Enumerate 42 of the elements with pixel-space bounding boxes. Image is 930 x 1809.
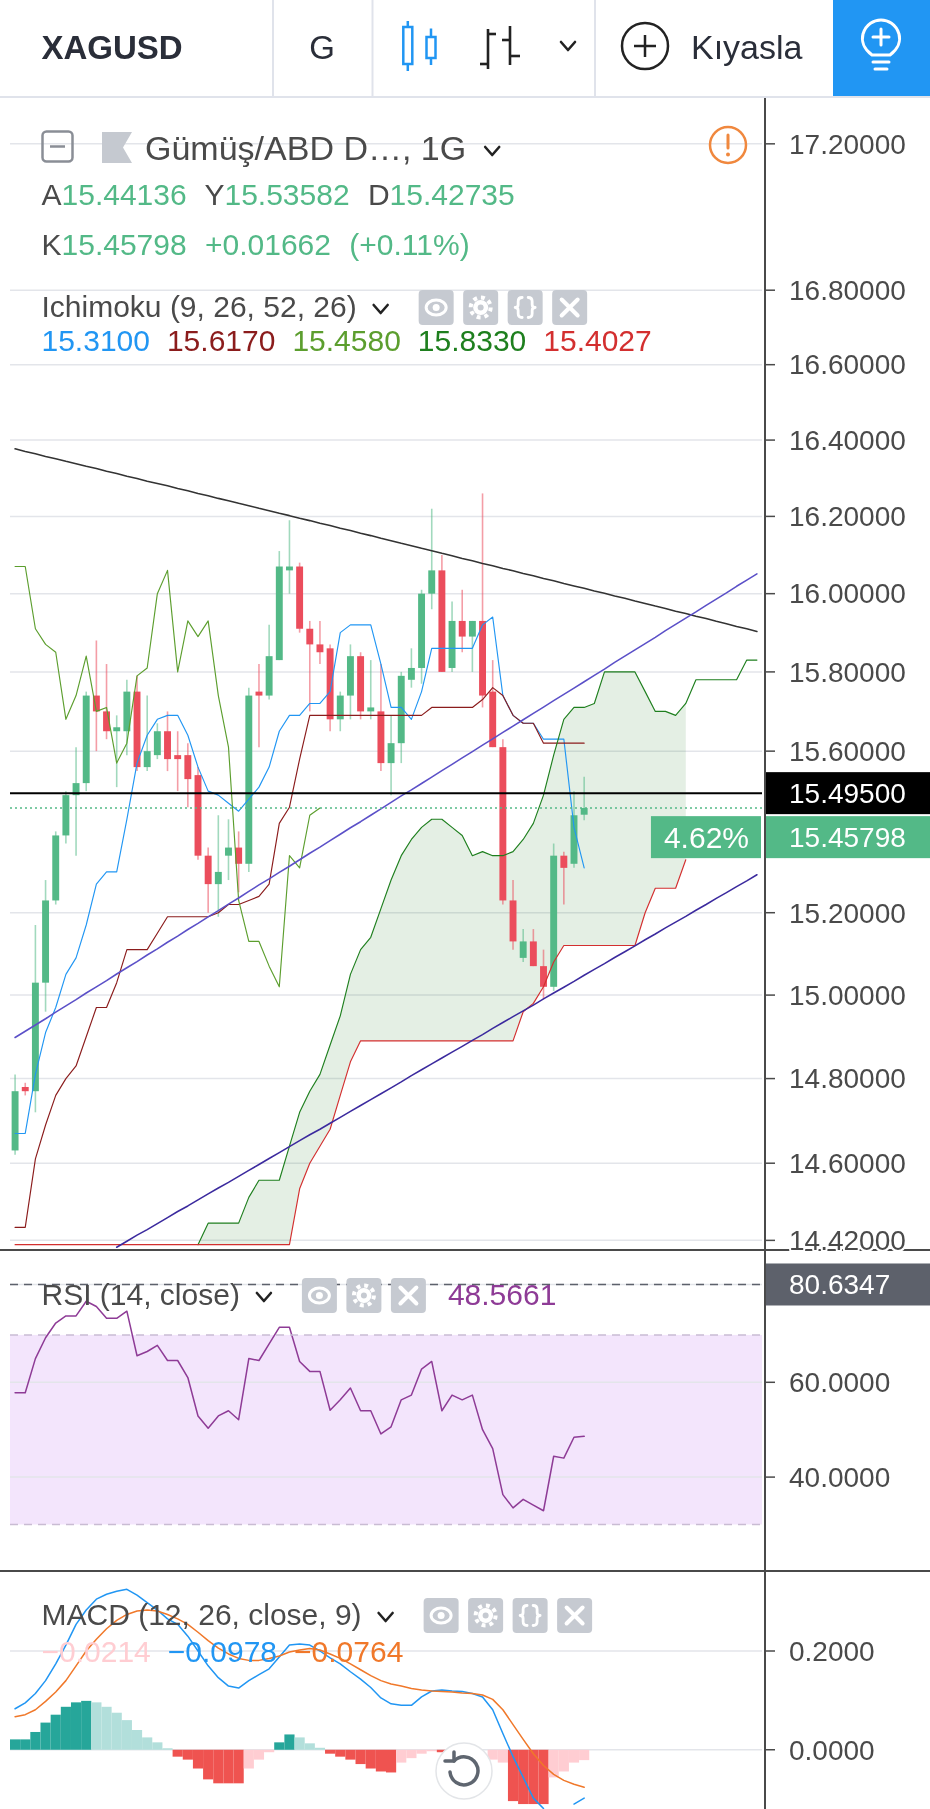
text: 15.45798 [789, 821, 906, 853]
line-series [14, 565, 321, 988]
y-tick-label: 15.20000 [789, 897, 906, 929]
chart-title: XAGUSD [41, 29, 183, 66]
annotation: 4.62% [663, 820, 749, 854]
text: 15.8330 [417, 324, 527, 357]
y-tick-label: 16.20000 [789, 501, 906, 533]
line-series [14, 448, 758, 633]
text: 15.6170 [166, 324, 276, 357]
text: 15.4027 [543, 324, 652, 357]
text: Gümüş/ABD D…, 1G [145, 129, 467, 167]
text: 15.3100 [41, 324, 150, 357]
y-tick-label: 0.0000 [789, 1734, 875, 1766]
y-tick-label: 14.80000 [789, 1063, 906, 1095]
annotation: K15.45798 +0.01662 (+0.11%) [41, 228, 470, 262]
line-series [115, 873, 758, 1249]
y-tick-label: 15.80000 [789, 656, 906, 688]
text: Kıyasla [691, 28, 803, 66]
line-series [14, 573, 758, 1039]
y-tick-label: 40.0000 [789, 1461, 891, 1493]
annotation: 48.5661 [447, 1278, 557, 1311]
legend-title: Ichimoku (9, 26, 52, 26) [41, 290, 357, 323]
y-tick-label: 60.0000 [789, 1367, 891, 1399]
y-tick-label: 80.6347 [789, 1269, 891, 1301]
text: 15.4580 [292, 324, 401, 357]
y-tick-label: 15.00000 [789, 979, 906, 1011]
y-tick-label: 14.42000 [789, 1225, 906, 1257]
line-series [14, 687, 585, 1229]
line-series [14, 616, 585, 1135]
y-tick-label: 16.00000 [789, 578, 906, 610]
legend-title: RSI (14, close) [41, 1278, 240, 1311]
y-tick-label: 14.60000 [789, 1148, 906, 1180]
text: 15.49500 [789, 777, 906, 809]
y-tick-label: 15.60000 [789, 735, 906, 767]
text: G [309, 29, 335, 66]
y-tick-label: 0.2000 [789, 1635, 875, 1667]
y-tick-label: 16.40000 [789, 424, 906, 456]
y-tick-label: 16.80000 [789, 274, 906, 306]
line-series [14, 859, 687, 1246]
annotation: A15.44136 Y15.53582 D15.42735 [41, 177, 515, 211]
y-tick-label: 17.20000 [789, 128, 906, 160]
y-tick-label: 16.60000 [789, 349, 906, 381]
